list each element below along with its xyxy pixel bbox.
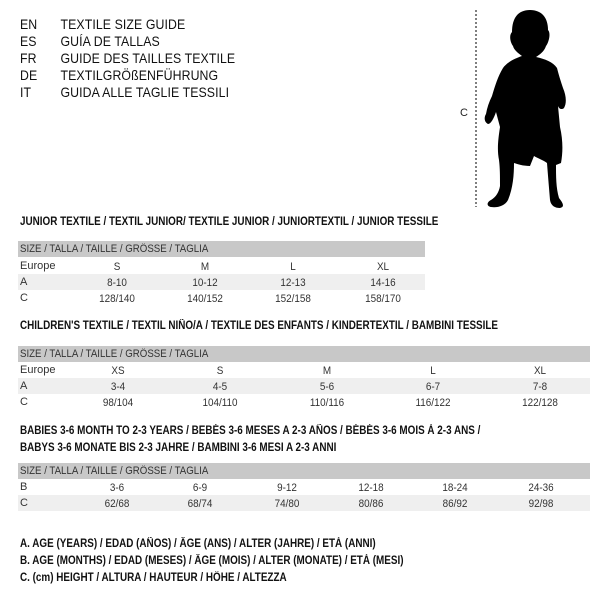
table-cell: 3-4 — [110, 381, 126, 393]
table-cell: 152/158 — [275, 293, 311, 305]
table-cell: 122/128 — [522, 397, 558, 409]
size-header-text: SIZE / TALLA / TAILLE / GRÖSSE / TAGLIA — [20, 243, 209, 255]
lang-title: GUÍA DE TALLAS — [60, 33, 160, 49]
lang-code: ES — [20, 33, 37, 49]
title-fr: FR GUIDE DES TAILLES TEXTILE — [20, 50, 235, 66]
table-cell: 92/98 — [528, 498, 554, 510]
lang-code: FR — [20, 50, 37, 66]
title-es: ES GUÍA DE TALLAS — [20, 33, 160, 49]
table-cell: 116/122 — [415, 397, 451, 409]
lang-title: TEXTILE SIZE GUIDE — [60, 16, 186, 32]
table-cell: 12-18 — [358, 482, 384, 494]
table-cell: 12-13 — [280, 277, 306, 289]
table-cell: 6-7 — [425, 381, 441, 393]
size-header-text: SIZE / TALLA / TAILLE / GRÖSSE / TAGLIA — [20, 465, 209, 477]
table-cell: 74/80 — [274, 498, 300, 510]
lang-title: GUIDA ALLE TAGLIE TESSILI — [60, 84, 230, 100]
table-cell: XL — [376, 261, 390, 273]
babies-heading-line1: BABIES 3-6 MONTH TO 2-3 YEARS / BEBÉS 3-… — [20, 425, 481, 437]
table-row: A 8-10 10-12 12-13 14-16 — [18, 274, 425, 290]
table-cell: 10-12 — [192, 277, 218, 289]
lang-title: GUIDE DES TAILLES TEXTILE — [60, 50, 236, 66]
lang-code: DE — [20, 67, 38, 83]
table-row: C 62/68 68/74 74/80 80/86 86/92 92/98 — [18, 495, 590, 511]
legend-a: A. AGE (YEARS) / EDAD (AÑOS) / ÂGE (ANS)… — [20, 538, 376, 550]
lang-code: IT — [20, 84, 32, 100]
table-cell: 6-9 — [192, 482, 208, 494]
babies-heading-line2: BABYS 3-6 MONATE BIS 2-3 JAHRE / BAMBINI… — [20, 442, 337, 454]
table-cell: 3-6 — [109, 482, 125, 494]
row-label: A — [20, 380, 28, 392]
table-cell: 128/140 — [99, 293, 135, 305]
height-label: C — [460, 107, 468, 119]
lang-code: EN — [20, 16, 38, 32]
row-label: C — [20, 396, 28, 408]
table-cell: 158/170 — [365, 293, 401, 305]
table-cell: 5-6 — [319, 381, 335, 393]
babies-size-table: SIZE / TALLA / TAILLE / GRÖSSE / TAGLIA … — [18, 463, 590, 511]
lang-title: TEXTILGRÖßENFÜHRUNG — [60, 67, 219, 83]
table-cell: 24-36 — [528, 482, 554, 494]
table-cell: 80/86 — [358, 498, 384, 510]
table-cell: 4-5 — [212, 381, 228, 393]
table-cell: M — [322, 365, 332, 377]
table-cell: 8-10 — [107, 277, 127, 289]
table-cell: 18-24 — [442, 482, 468, 494]
table-cell: L — [430, 365, 436, 377]
table-cell: L — [290, 261, 296, 273]
row-label: B — [20, 481, 28, 493]
size-header: SIZE / TALLA / TAILLE / GRÖSSE / TAGLIA — [18, 346, 590, 362]
row-label: Europe — [20, 364, 56, 376]
table-cell: 9-12 — [277, 482, 297, 494]
table-cell: S — [113, 261, 121, 273]
legend-c: C. (cm) HEIGHT / ALTURA / HAUTEUR / HÖHE… — [20, 572, 287, 584]
table-row: B 3-6 6-9 9-12 12-18 18-24 24-36 — [18, 479, 590, 495]
table-cell: 68/74 — [187, 498, 213, 510]
size-header: SIZE / TALLA / TAILLE / GRÖSSE / TAGLIA — [18, 241, 425, 257]
junior-size-table: SIZE / TALLA / TAILLE / GRÖSSE / TAGLIA … — [18, 241, 425, 306]
children-heading: CHILDREN'S TEXTILE / TEXTIL NIÑO/A / TEX… — [20, 320, 499, 332]
table-cell: 7-8 — [532, 381, 548, 393]
children-size-table: SIZE / TALLA / TAILLE / GRÖSSE / TAGLIA … — [18, 346, 590, 410]
title-en: EN TEXTILE SIZE GUIDE — [20, 16, 185, 32]
size-header: SIZE / TALLA / TAILLE / GRÖSSE / TAGLIA — [18, 463, 590, 479]
title-de: DE TEXTILGRÖßENFÜHRUNG — [20, 67, 218, 83]
size-header-text: SIZE / TALLA / TAILLE / GRÖSSE / TAGLIA — [20, 348, 209, 360]
table-cell: 104/110 — [202, 397, 238, 409]
table-cell: XL — [533, 365, 547, 377]
row-label: C — [20, 292, 28, 304]
child-silhouette-icon — [484, 10, 566, 208]
table-row: Europe S M L XL — [18, 258, 425, 274]
table-cell: 98/104 — [102, 397, 134, 409]
table-cell: 14-16 — [370, 277, 396, 289]
table-cell: 62/68 — [104, 498, 130, 510]
title-it: IT GUIDA ALLE TAGLIE TESSILI — [20, 84, 229, 100]
table-cell: M — [200, 261, 210, 273]
legend-b: B. AGE (MONTHS) / EDAD (MESES) / ÂGE (MO… — [20, 555, 404, 567]
table-cell: 110/116 — [309, 397, 345, 409]
table-row: A 3-4 4-5 5-6 6-7 7-8 — [18, 378, 590, 394]
table-cell: 140/152 — [187, 293, 223, 305]
row-label: Europe — [20, 260, 56, 272]
row-label: A — [20, 276, 28, 288]
table-cell: S — [216, 365, 224, 377]
junior-heading: JUNIOR TEXTILE / TEXTIL JUNIOR/ TEXTILE … — [20, 216, 439, 228]
table-row: C 98/104 104/110 110/116 116/122 122/128 — [18, 394, 590, 410]
row-label: C — [20, 497, 28, 509]
table-row: Europe XS S M L XL — [18, 362, 590, 378]
table-row: C 128/140 140/152 152/158 158/170 — [18, 290, 425, 306]
table-cell: 86/92 — [442, 498, 468, 510]
table-cell: XS — [111, 365, 125, 377]
